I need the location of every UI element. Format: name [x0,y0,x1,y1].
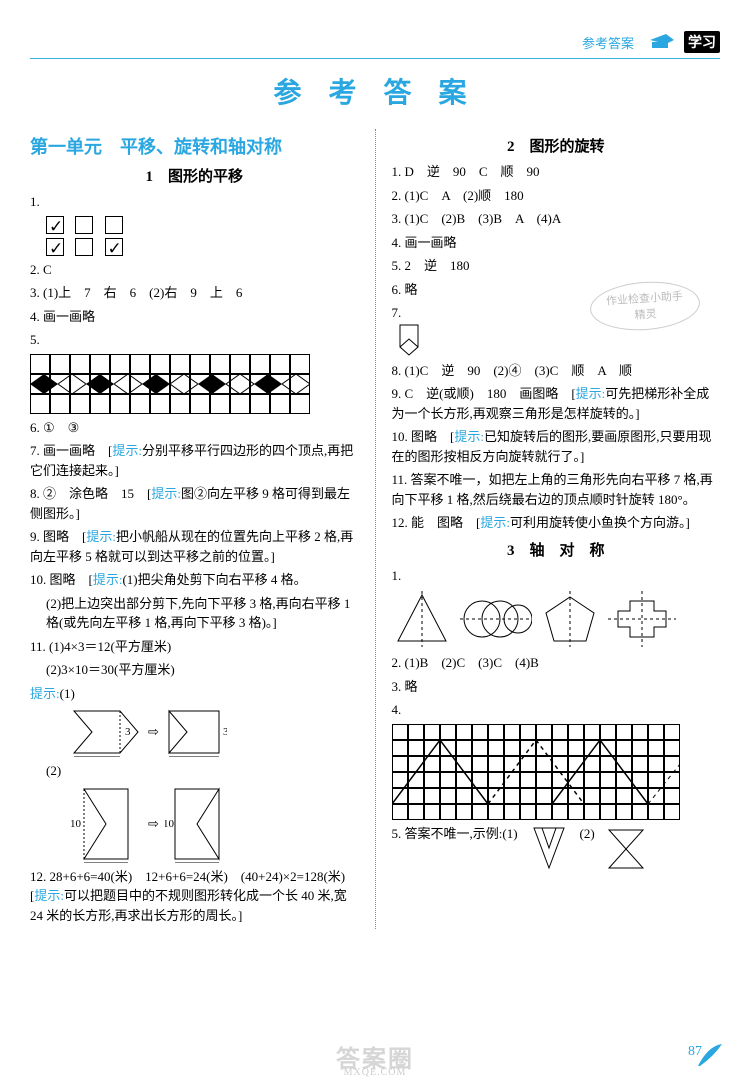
r-q3: 3. (1)C (2)B (3)B A (4)A [392,209,721,229]
divider [30,58,720,59]
r-q11: 11. 答案不唯一，如把左上角的三角形先向右平移 7 格,再向下平移 1 格,然… [392,470,721,509]
q11-fig2: 10 3 ⇨ 10 3 [70,785,359,863]
unit-title: 第一单元 平移、旋转和轴对称 [30,133,359,159]
s3-q4-figure [392,724,721,820]
q11-hint: 提示:(1) [30,684,359,704]
q10b: (2)把上边突出部分剪下,先向下平移 3 格,再向右平移 1 格(或先向左平移 … [30,594,359,633]
svg-text:3: 3 [125,726,131,738]
s3-q2: 2. (1)B (2)C (3)C (4)B [392,653,721,673]
r-q10: 10. 图略 [提示:已知旋转后的图形,要画原图形,只要用现在的图形按相反方向旋… [392,427,721,466]
q10: 10. 图略 [提示:(1)把尖角处剪下向右平移 4 格。 [30,570,359,590]
q11b: (2)3×10＝30(平方厘米) [30,660,359,680]
s3-q1-figures [392,591,721,647]
r-q8: 8. (1)C 逆 90 (2)④ (3)C 顺 A 顺 [392,361,721,381]
s3-q4: 4. [392,700,721,720]
checkbox-icon [105,238,123,256]
q8: 8. ② 涂色略 15 [提示:图②向左平移 9 格可得到最左侧图形。] [30,484,359,523]
q12: 12. 28+6+6=40(米) 12+6+6=24(米) (40+24)×2=… [30,867,359,926]
watermark-sub: MXQE.COM [344,1067,407,1078]
page-title: 参 考 答 案 [30,71,720,111]
checkbox-icon [46,238,64,256]
section-3-title: 3 轴 对 称 [392,539,721,560]
svg-text:10: 10 [70,818,82,830]
left-column: 第一单元 平移、旋转和轴对称 1 图形的平移 1. 2. C 3. (1)上 7… [30,129,359,929]
s3-q3: 3. 略 [392,677,721,697]
graduation-cap-icon [642,30,676,54]
q4: 4. 画一画略 [30,307,359,327]
q6: 6. ① ③ [30,418,359,438]
q7: 7. 画一画略 [提示:分别平移平行四边形的四个顶点,再把它们连接起来。] [30,441,359,480]
section-2-title: 2 图形的旋转 [392,135,721,156]
s3-q5: 5. 答案不唯一,示例:(1) (2) [392,824,721,874]
svg-text:3: 3 [223,726,227,738]
right-column: 2 图形的旋转 1. D 逆 90 C 顺 90 2. (1)C A (2)顺 … [392,129,721,929]
svg-text:10: 10 [165,818,175,830]
arrow-icon: ⇨ [148,816,159,832]
q5: 5. [30,330,359,350]
badge: 学习 [684,31,720,53]
header-label: 参考答案 [582,33,634,52]
r-q2: 2. (1)C A (2)顺 180 [392,186,721,206]
s3-q1: 1. [392,566,721,586]
r-q9: 9. C 逆(或顺) 180 画图略 [提示:可先把梯形补全成为一个长方形,再观… [392,384,721,423]
checkbox-icon [46,216,64,234]
checkbox-icon [75,238,93,256]
section-1-title: 1 图形的平移 [30,165,359,186]
q2: 2. C [30,260,359,280]
r-q4: 4. 画一画略 [392,233,721,253]
column-divider [375,129,376,929]
q9: 9. 图略 [提示:把小帆船从现在的位置先向上平移 2 格,再向左平移 5 格就… [30,527,359,566]
r-q1: 1. D 逆 90 C 顺 90 [392,162,721,182]
r-q5: 5. 2 逆 180 [392,256,721,276]
q1: 1. [30,192,359,256]
checkbox-icon [75,216,93,234]
checkbox-icon [105,216,123,234]
feather-icon [694,1040,724,1070]
r-q12: 12. 能 图略 [提示:可利用旋转使小鱼换个方向游。] [392,513,721,533]
arrow-icon: ⇨ [148,724,159,740]
q5-figure [30,354,310,414]
q11-fig1: 3 4 ⇨ 3 4 [70,707,359,757]
q3: 3. (1)上 7 右 6 (2)右 9 上 6 [30,283,359,303]
q11a: 11. (1)4×3＝12(平方厘米) [30,637,359,657]
q11-fig2-label: (2) [30,761,359,781]
